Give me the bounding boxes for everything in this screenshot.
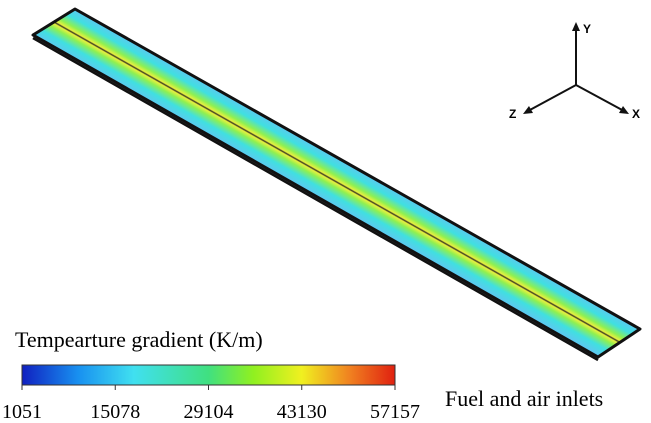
colorbar-tick-label: 15078 (90, 401, 140, 423)
colorbar-title: Tempearture gradient (K/m) (15, 327, 263, 352)
colorbar (21, 364, 396, 386)
axis-label: Z (509, 107, 516, 121)
colorbar-tick-label: 1051 (2, 401, 42, 423)
colorbar-tick-label: 43130 (277, 401, 327, 423)
slab-surface (31, 7, 642, 359)
annotation: Fuel and air inlets (445, 386, 603, 411)
slab (31, 7, 642, 362)
slab-edge (32, 36, 599, 362)
axis-label: X (632, 107, 640, 121)
x-axis (575, 84, 625, 112)
colorbar-ticks: 1051 15078 29104 43130 57157 (2, 385, 420, 423)
arrow (572, 22, 580, 31)
axis-triad (523, 22, 629, 114)
z-axis (527, 84, 577, 112)
arrow (619, 106, 629, 114)
axis-label: Y (583, 22, 591, 36)
colorbar-tick-label: 57157 (370, 401, 420, 423)
arrow (523, 106, 533, 114)
colorbar-tick-label: 29104 (184, 401, 234, 423)
